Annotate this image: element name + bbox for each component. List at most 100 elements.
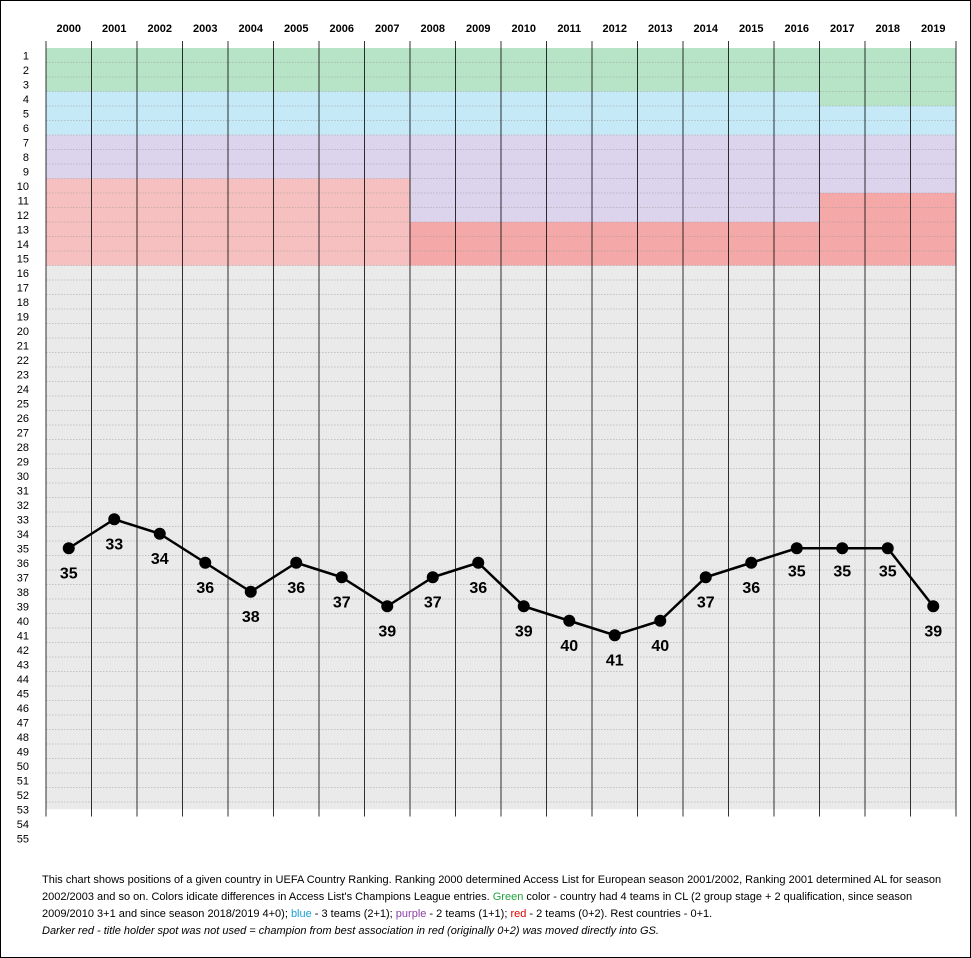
year-label: 2009 <box>466 23 490 35</box>
ranking-data-label: 37 <box>424 594 442 611</box>
ranking-data-label: 38 <box>242 609 260 626</box>
caption-text-2: color - country had 4 teams in CL (2 gro… <box>42 891 913 920</box>
rank-label: 54 <box>17 819 29 831</box>
ranking-chart: 2000 2001 2002 2003 2004 2005 2006 2007 2008 2009… <box>17 23 957 845</box>
rank-label: 52 <box>17 790 29 802</box>
rank-label: 41 <box>17 630 29 642</box>
year-label: 2012 <box>603 23 627 35</box>
band-green <box>819 48 956 106</box>
rank-label: 29 <box>17 456 29 468</box>
chart-caption: This chart shows positions of a given co… <box>42 872 957 940</box>
rank-label: 36 <box>17 558 29 570</box>
year-label: 2015 <box>739 23 763 35</box>
caption-green-word: Green <box>492 891 524 903</box>
rank-label: 16 <box>17 268 29 280</box>
rank-axis-labels: 1234567891011121314151617181920212223242… <box>17 50 29 845</box>
rank-label: 12 <box>17 210 29 222</box>
ranking-data-label: 33 <box>105 536 123 553</box>
caption-text-4: - 2 teams (1+1); <box>426 908 511 920</box>
ranking-data-label: 37 <box>697 594 715 611</box>
ranking-data-label: 37 <box>333 594 351 611</box>
rank-label: 4 <box>23 94 29 106</box>
rank-label: 5 <box>23 108 29 120</box>
rank-label: 50 <box>17 761 29 773</box>
rank-label: 14 <box>17 239 29 251</box>
ranking-point <box>836 542 849 555</box>
rank-label: 9 <box>23 166 29 178</box>
year-label: 2007 <box>375 23 399 35</box>
rank-label: 48 <box>17 732 29 744</box>
rank-label: 17 <box>17 282 29 294</box>
rank-label: 44 <box>17 674 29 686</box>
rank-label: 45 <box>17 688 29 700</box>
year-label: 2016 <box>785 23 809 35</box>
year-label: 2018 <box>876 23 900 35</box>
rank-label: 42 <box>17 645 29 657</box>
rank-label: 27 <box>17 427 29 439</box>
year-label: 2019 <box>921 23 945 35</box>
ranking-point <box>426 571 439 584</box>
caption-text-1: This chart shows positions of a given co… <box>42 874 942 903</box>
rank-label: 30 <box>17 471 29 483</box>
ranking-point <box>62 542 75 555</box>
rank-label: 32 <box>17 500 29 512</box>
ranking-point <box>517 600 530 613</box>
ranking-point <box>699 571 712 584</box>
rank-label: 24 <box>17 384 29 396</box>
year-label: 2017 <box>830 23 854 35</box>
year-label: 2004 <box>239 23 264 35</box>
rank-label: 1 <box>23 50 29 62</box>
ranking-point <box>108 513 121 526</box>
rank-label: 34 <box>17 529 29 541</box>
year-column-lines <box>45 41 957 817</box>
ranking-point <box>335 571 348 584</box>
band-purple <box>819 135 956 193</box>
rank-label: 26 <box>17 413 29 425</box>
ranking-series-line <box>68 518 935 637</box>
rank-label: 46 <box>17 703 29 715</box>
rank-label: 23 <box>17 369 29 381</box>
ranking-data-label: 35 <box>879 563 897 580</box>
ranking-line <box>68 518 935 637</box>
rank-label: 35 <box>17 543 29 555</box>
ranking-data-label: 39 <box>515 623 533 640</box>
year-label: 2003 <box>193 23 217 35</box>
rank-label: 31 <box>17 485 29 497</box>
band-green <box>46 48 820 92</box>
rank-label: 55 <box>17 833 29 845</box>
band-red-dark <box>819 193 956 266</box>
rank-label: 40 <box>17 616 29 628</box>
rank-label: 8 <box>23 152 29 164</box>
rank-label: 19 <box>17 311 29 323</box>
rank-label: 49 <box>17 746 29 758</box>
band-blue <box>46 91 820 135</box>
band-blue <box>819 106 956 135</box>
ranking-point <box>745 556 758 569</box>
rank-label: 20 <box>17 326 29 338</box>
rank-label: 10 <box>17 181 29 193</box>
ranking-data-label: 39 <box>924 623 942 640</box>
rank-label: 38 <box>17 587 29 599</box>
rank-label: 11 <box>18 195 29 207</box>
ranking-point <box>563 614 576 627</box>
ranking-data-label: 35 <box>833 563 851 580</box>
ranking-data-label: 34 <box>151 551 169 568</box>
year-label: 2001 <box>102 23 126 35</box>
rank-label: 3 <box>23 79 29 91</box>
rank-label: 33 <box>17 514 29 526</box>
year-label: 2008 <box>421 23 445 35</box>
rank-label: 25 <box>17 398 29 410</box>
band-red-dark <box>410 222 820 266</box>
year-label: 2005 <box>284 23 308 35</box>
rank-label: 15 <box>17 253 29 265</box>
rank-label: 51 <box>17 775 29 787</box>
ranking-point <box>654 614 667 627</box>
ranking-data-label: 36 <box>469 580 487 597</box>
ranking-data-label: 36 <box>196 580 214 597</box>
rank-label: 43 <box>17 659 29 671</box>
rank-label: 21 <box>17 340 29 352</box>
year-label: 2006 <box>330 23 354 35</box>
ranking-point <box>290 556 303 569</box>
ranking-data-label: 35 <box>60 565 78 582</box>
caption-paragraph: This chart shows positions of a given co… <box>42 872 957 923</box>
